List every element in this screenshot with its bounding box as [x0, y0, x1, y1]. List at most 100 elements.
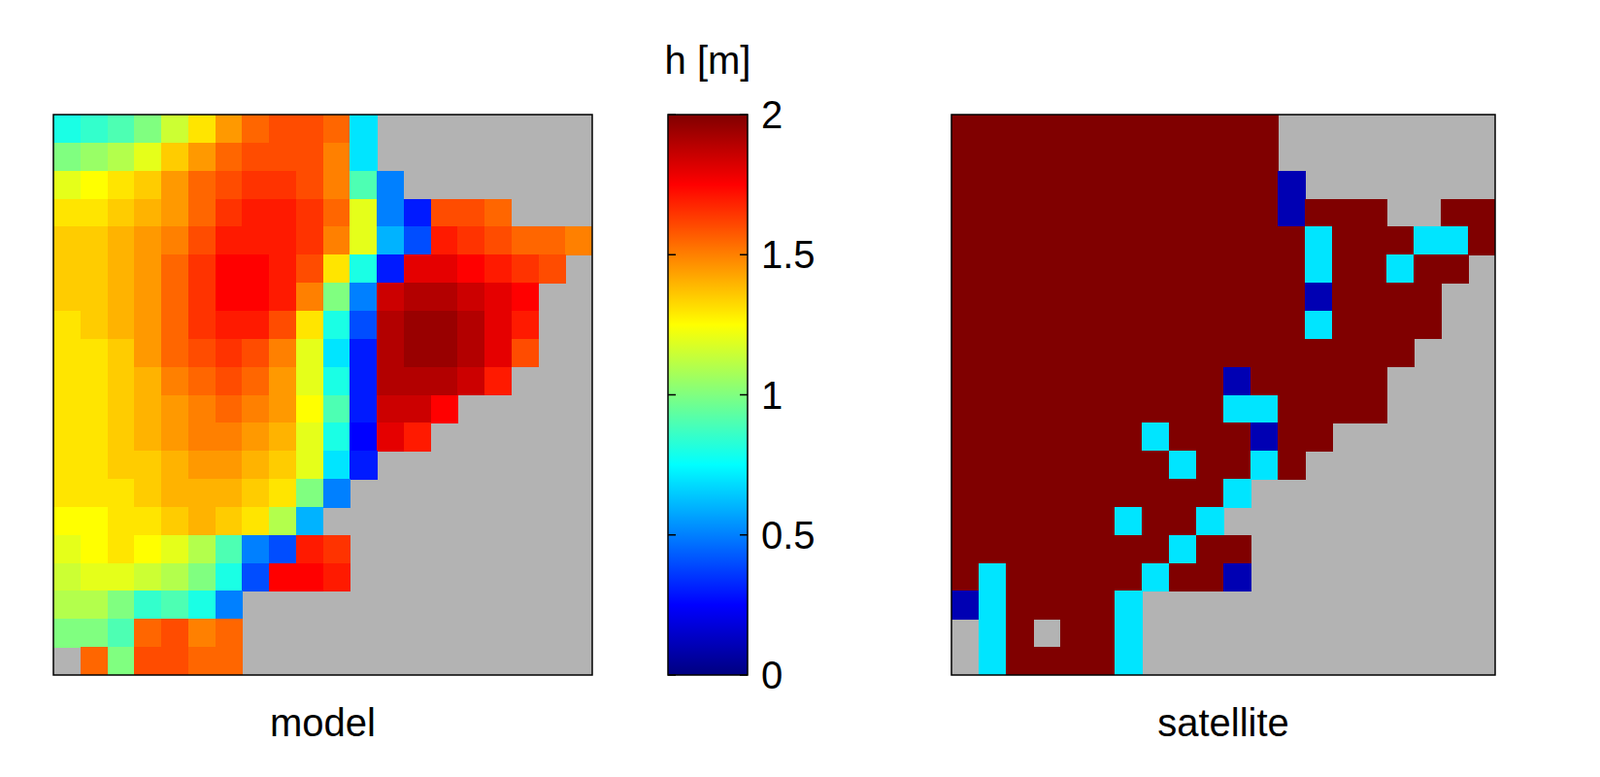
cell — [53, 366, 81, 396]
cell — [1141, 450, 1170, 479]
cell — [1277, 366, 1306, 396]
cell — [133, 450, 162, 479]
cell — [978, 395, 1007, 424]
cell — [1168, 338, 1198, 367]
colorbar-scale — [667, 114, 748, 675]
cell — [188, 450, 216, 479]
cell — [1467, 226, 1496, 255]
cell — [161, 646, 189, 675]
cell — [1332, 366, 1361, 396]
cell — [215, 534, 243, 564]
cell — [215, 338, 243, 367]
cell — [133, 254, 162, 283]
cell — [484, 226, 512, 255]
cell — [403, 395, 432, 424]
cell — [1033, 170, 1062, 200]
cell — [1005, 254, 1034, 283]
cell — [376, 199, 404, 228]
cell — [1114, 310, 1143, 339]
cell — [161, 338, 189, 367]
cell — [1413, 226, 1442, 255]
cell — [1223, 199, 1252, 228]
cell — [951, 226, 980, 255]
cell — [53, 534, 81, 564]
panel — [951, 114, 1497, 676]
cell — [133, 563, 162, 592]
cell — [215, 506, 243, 535]
cell — [53, 199, 81, 228]
cell — [107, 142, 135, 171]
cell — [107, 590, 135, 619]
cell — [1060, 142, 1089, 171]
cell — [1033, 282, 1062, 311]
cell — [511, 310, 539, 339]
cell — [403, 310, 432, 339]
cell — [376, 282, 404, 311]
cell — [978, 478, 1007, 507]
cell — [133, 310, 162, 339]
cell — [1114, 338, 1143, 367]
cell — [188, 506, 216, 535]
tick-label: 2 — [761, 93, 783, 136]
cell — [133, 646, 162, 675]
cell — [1196, 563, 1225, 592]
cell — [1413, 254, 1442, 283]
cell — [1005, 366, 1034, 396]
cell — [215, 478, 243, 507]
cell — [1250, 395, 1279, 424]
cell — [403, 254, 432, 283]
tick-label: 1 — [761, 373, 783, 417]
cell — [188, 618, 216, 647]
cell — [1223, 226, 1252, 255]
cell — [349, 450, 377, 479]
cell — [1304, 282, 1334, 311]
cell — [161, 450, 189, 479]
cell — [1005, 590, 1034, 619]
tick — [739, 113, 748, 116]
cell — [296, 395, 324, 424]
cell — [133, 199, 162, 228]
cell — [1359, 226, 1388, 255]
cell — [978, 199, 1007, 228]
cell — [161, 395, 189, 424]
cell — [215, 142, 243, 171]
cell — [1359, 199, 1388, 228]
cell — [53, 422, 81, 451]
cell — [188, 478, 216, 507]
cell — [268, 563, 297, 592]
cell — [403, 199, 432, 228]
cell — [53, 142, 81, 171]
cell — [1114, 506, 1143, 535]
cell — [457, 366, 485, 396]
cell — [1386, 338, 1415, 367]
cell — [1114, 395, 1143, 424]
cell — [457, 338, 485, 367]
cell — [431, 226, 459, 255]
cell — [53, 170, 81, 200]
cell — [1141, 506, 1170, 535]
cell — [1060, 170, 1089, 200]
cell — [1114, 199, 1143, 228]
cell — [1250, 254, 1279, 283]
cell — [1114, 114, 1143, 143]
cell — [1087, 142, 1116, 171]
cell — [296, 563, 324, 592]
cell — [53, 506, 81, 535]
panel-title: satellite — [1157, 700, 1290, 744]
cell — [1196, 366, 1225, 396]
cell — [1114, 478, 1143, 507]
cell — [1304, 254, 1334, 283]
cell — [107, 366, 135, 396]
cell — [1332, 282, 1361, 311]
cell — [1060, 282, 1089, 311]
cell — [1114, 422, 1143, 451]
cell — [1060, 563, 1089, 592]
cell — [215, 563, 243, 592]
cell — [133, 618, 162, 647]
cell — [268, 114, 297, 143]
cell — [511, 226, 539, 255]
cell — [1005, 422, 1034, 451]
cell — [1033, 226, 1062, 255]
cell — [188, 142, 216, 171]
cell — [53, 226, 81, 255]
